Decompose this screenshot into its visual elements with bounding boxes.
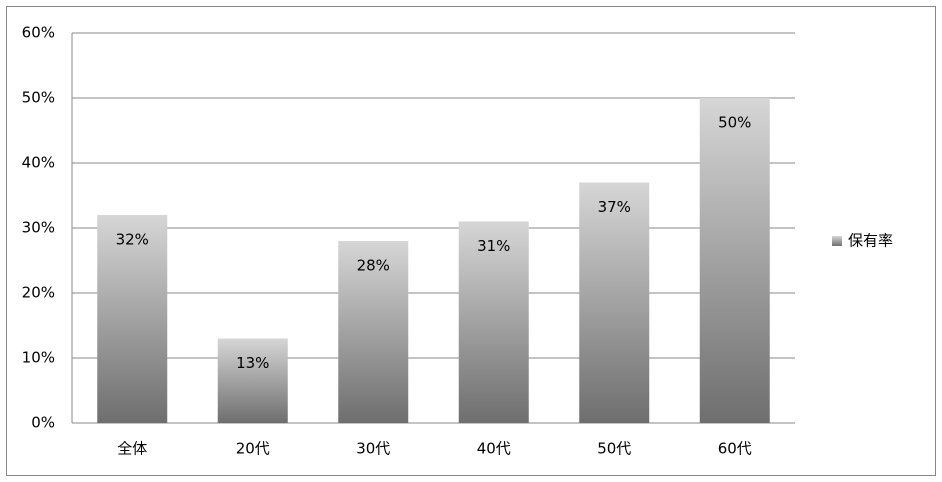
y-tick-label: 60% — [22, 24, 55, 42]
data-label: 31% — [477, 237, 510, 255]
y-tick-label: 0% — [31, 414, 55, 432]
data-label: 13% — [236, 354, 269, 372]
data-label: 50% — [718, 114, 751, 132]
y-tick-label: 20% — [22, 284, 55, 302]
y-tick-label: 30% — [22, 219, 55, 237]
bar — [97, 215, 168, 423]
data-label: 32% — [116, 231, 149, 249]
x-tick-label: 全体 — [117, 440, 147, 458]
bar — [699, 98, 770, 423]
data-label: 28% — [357, 257, 390, 275]
data-label: 37% — [598, 198, 631, 216]
y-tick-label: 10% — [22, 349, 55, 367]
legend-label: 保有率 — [848, 232, 893, 250]
x-tick-label: 60代 — [718, 440, 752, 458]
x-tick-label: 20代 — [236, 440, 270, 458]
legend-swatch — [832, 236, 842, 246]
bar — [338, 241, 409, 423]
bar — [579, 182, 650, 423]
x-tick-label: 30代 — [356, 440, 390, 458]
bar — [217, 338, 288, 423]
y-tick-label: 40% — [22, 154, 55, 172]
x-tick-label: 50代 — [597, 440, 631, 458]
x-tick-label: 40代 — [477, 440, 511, 458]
y-tick-label: 50% — [22, 89, 55, 107]
bar — [458, 221, 529, 423]
